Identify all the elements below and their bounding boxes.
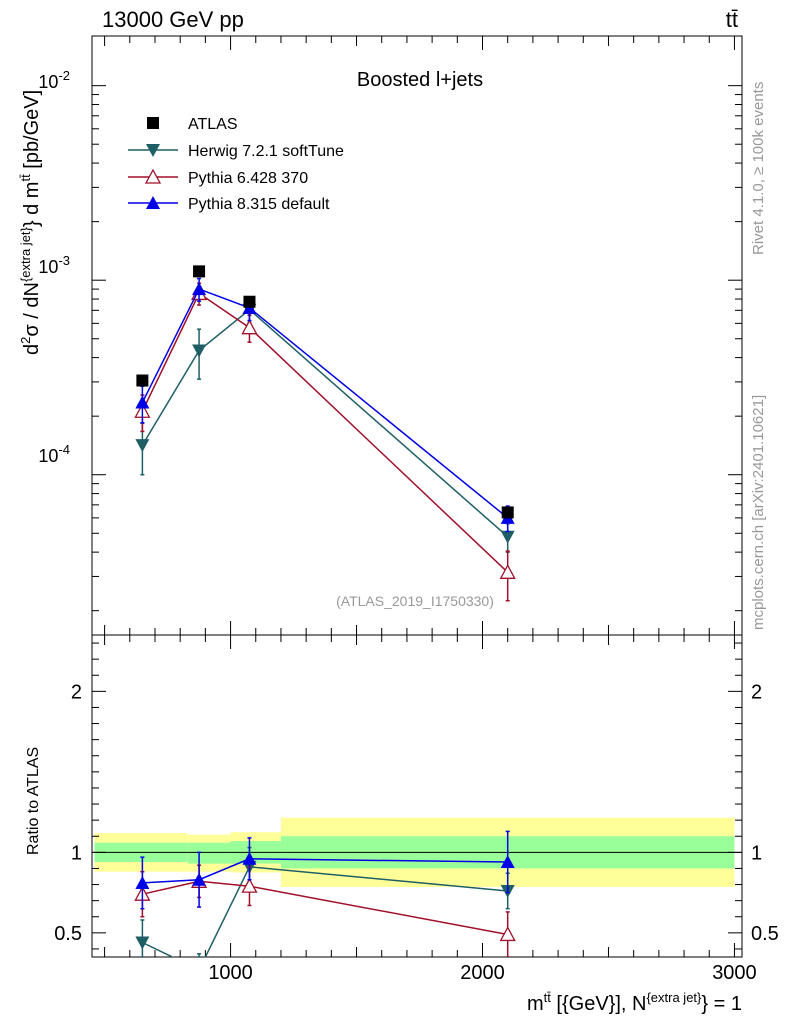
main-series-marker-2-0 (135, 395, 150, 409)
main-plot-panel: 10-2 10-3 10-4 d2σ / dN{extra jet}} d mt… (18, 35, 743, 636)
header-energy-label: 13000 GeV pp (102, 7, 244, 32)
main-series-line-1 (141, 292, 509, 573)
atlas-data-point-2 (243, 295, 256, 308)
x-tick-label: 3000 (712, 962, 757, 984)
y-tick-label-1e-3: 10-3 (38, 253, 70, 277)
main-series-marker-1-2 (241, 319, 258, 335)
legend-label-pythia6: Pythia 6.428 370 (188, 170, 308, 187)
ratio-y-tick-label-right: 0.5 (751, 923, 779, 945)
legend-marker-herwig (146, 144, 160, 157)
ratio-series-line-0 (142, 866, 508, 957)
legend-label-herwig: Herwig 7.2.1 softTune (188, 143, 344, 160)
main-y-axis-label: d2σ / dN{extra jet}} d mtt̄ [pb/GeV] (18, 90, 43, 355)
ratio-series-marker-0-0 (135, 936, 150, 950)
ratio-y-tick-label-left: 0.5 (54, 923, 82, 945)
ratio-series-marker-2-0 (135, 875, 150, 889)
rivet-version-label: Rivet 4.1.0, ≥ 100k events (750, 82, 767, 255)
legend-marker-pythia6 (144, 168, 162, 184)
atlas-data-point-3 (501, 506, 514, 519)
x-tick-label: 2000 (460, 962, 505, 984)
ratio-series-marker-2-2 (242, 851, 257, 865)
ratio-y-tick-label-left: 1 (71, 842, 82, 864)
ratio-y-tick-label-right: 1 (751, 842, 762, 864)
plot-title: Boosted l+jets (357, 69, 483, 91)
y-tick-label-1e-4: 10-4 (38, 442, 70, 466)
legend-marker-atlas (147, 117, 159, 129)
ratio-series-layer (134, 830, 516, 957)
main-series-marker-0-3 (500, 530, 515, 544)
main-series-marker-0-0 (135, 439, 150, 453)
main-series-line-2 (141, 288, 509, 519)
ratio-series-group-2 (135, 830, 515, 910)
main-series-marker-1-3 (499, 563, 516, 579)
x-axis-label: mtt̄ [{GeV}], N{extra jet}} = 1 (527, 990, 742, 1015)
ratio-y-tick-label-left: 2 (71, 681, 82, 703)
atlas-data-point-0 (136, 374, 149, 387)
legend-marker-pythia8 (146, 196, 160, 209)
ratio-series-marker-1-3 (499, 926, 516, 942)
header-process-label: tt̄ (726, 7, 738, 32)
analysis-watermark: (ATLAS_2019_I1750330) (336, 593, 494, 609)
ratio-axis-ticks: 0.5 0.5 1 1 2 2 1000 2000 3000 (54, 635, 779, 984)
legend: ATLAS Herwig 7.2.1 softTune Pythia 6.428… (128, 116, 344, 213)
ratio-plot-frame (91, 634, 743, 958)
ratio-series-marker-1-2 (241, 877, 258, 893)
legend-label-atlas: ATLAS (188, 116, 238, 133)
atlas-data-point-1 (193, 265, 206, 278)
ratio-series-marker-2-1 (192, 872, 207, 886)
main-series-marker-2-1 (192, 282, 207, 296)
ratio-series-clipped-2 (135, 830, 515, 910)
main-y-tick-labels: 10-2 10-3 10-4 (38, 68, 70, 466)
ratio-series-line-1 (142, 880, 508, 936)
ratio-plot-panel: 0.5 0.5 1 1 2 2 1000 2000 3000 Ratio to ATLAS mt… (25, 634, 779, 1015)
ratio-series-marker-2-3 (500, 855, 515, 869)
y-tick-label-1e-2: 10-2 (38, 68, 70, 92)
mcplots-label: mcplots.cern.ch [arXiv:2401.10621] (750, 395, 767, 630)
main-series-line-0 (141, 308, 509, 538)
main-axis-ticks (92, 36, 742, 635)
ratio-y-tick-label-right: 2 (751, 681, 762, 703)
legend-label-pythia8: Pythia 8.315 default (188, 196, 330, 213)
ratio-series-line-2 (142, 858, 508, 884)
main-series-marker-0-1 (192, 344, 207, 358)
ratio-band-green-1 (187, 842, 231, 864)
main-series-layer (134, 265, 516, 602)
ratio-y-axis-label: Ratio to ATLAS (25, 747, 42, 855)
x-tick-label: 1000 (208, 962, 253, 984)
